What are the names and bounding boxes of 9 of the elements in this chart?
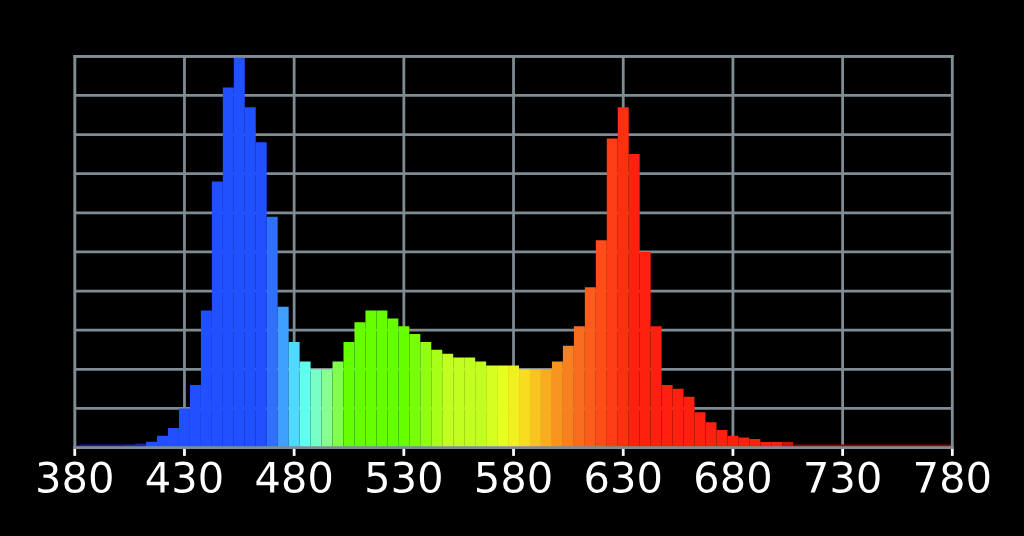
x-tick-label: 730 bbox=[806, 461, 880, 494]
x-tick-label: 580 bbox=[476, 461, 551, 494]
x-tick-label: 530 bbox=[367, 461, 441, 494]
x-tick-label: 380 bbox=[38, 461, 112, 494]
x-tick-label: 480 bbox=[256, 461, 332, 494]
x-tick-label: 430 bbox=[146, 461, 222, 494]
x-tick-label: 630 bbox=[586, 461, 661, 494]
x-tick-label: 680 bbox=[696, 461, 770, 494]
x-tick-label: 780 bbox=[915, 461, 990, 494]
